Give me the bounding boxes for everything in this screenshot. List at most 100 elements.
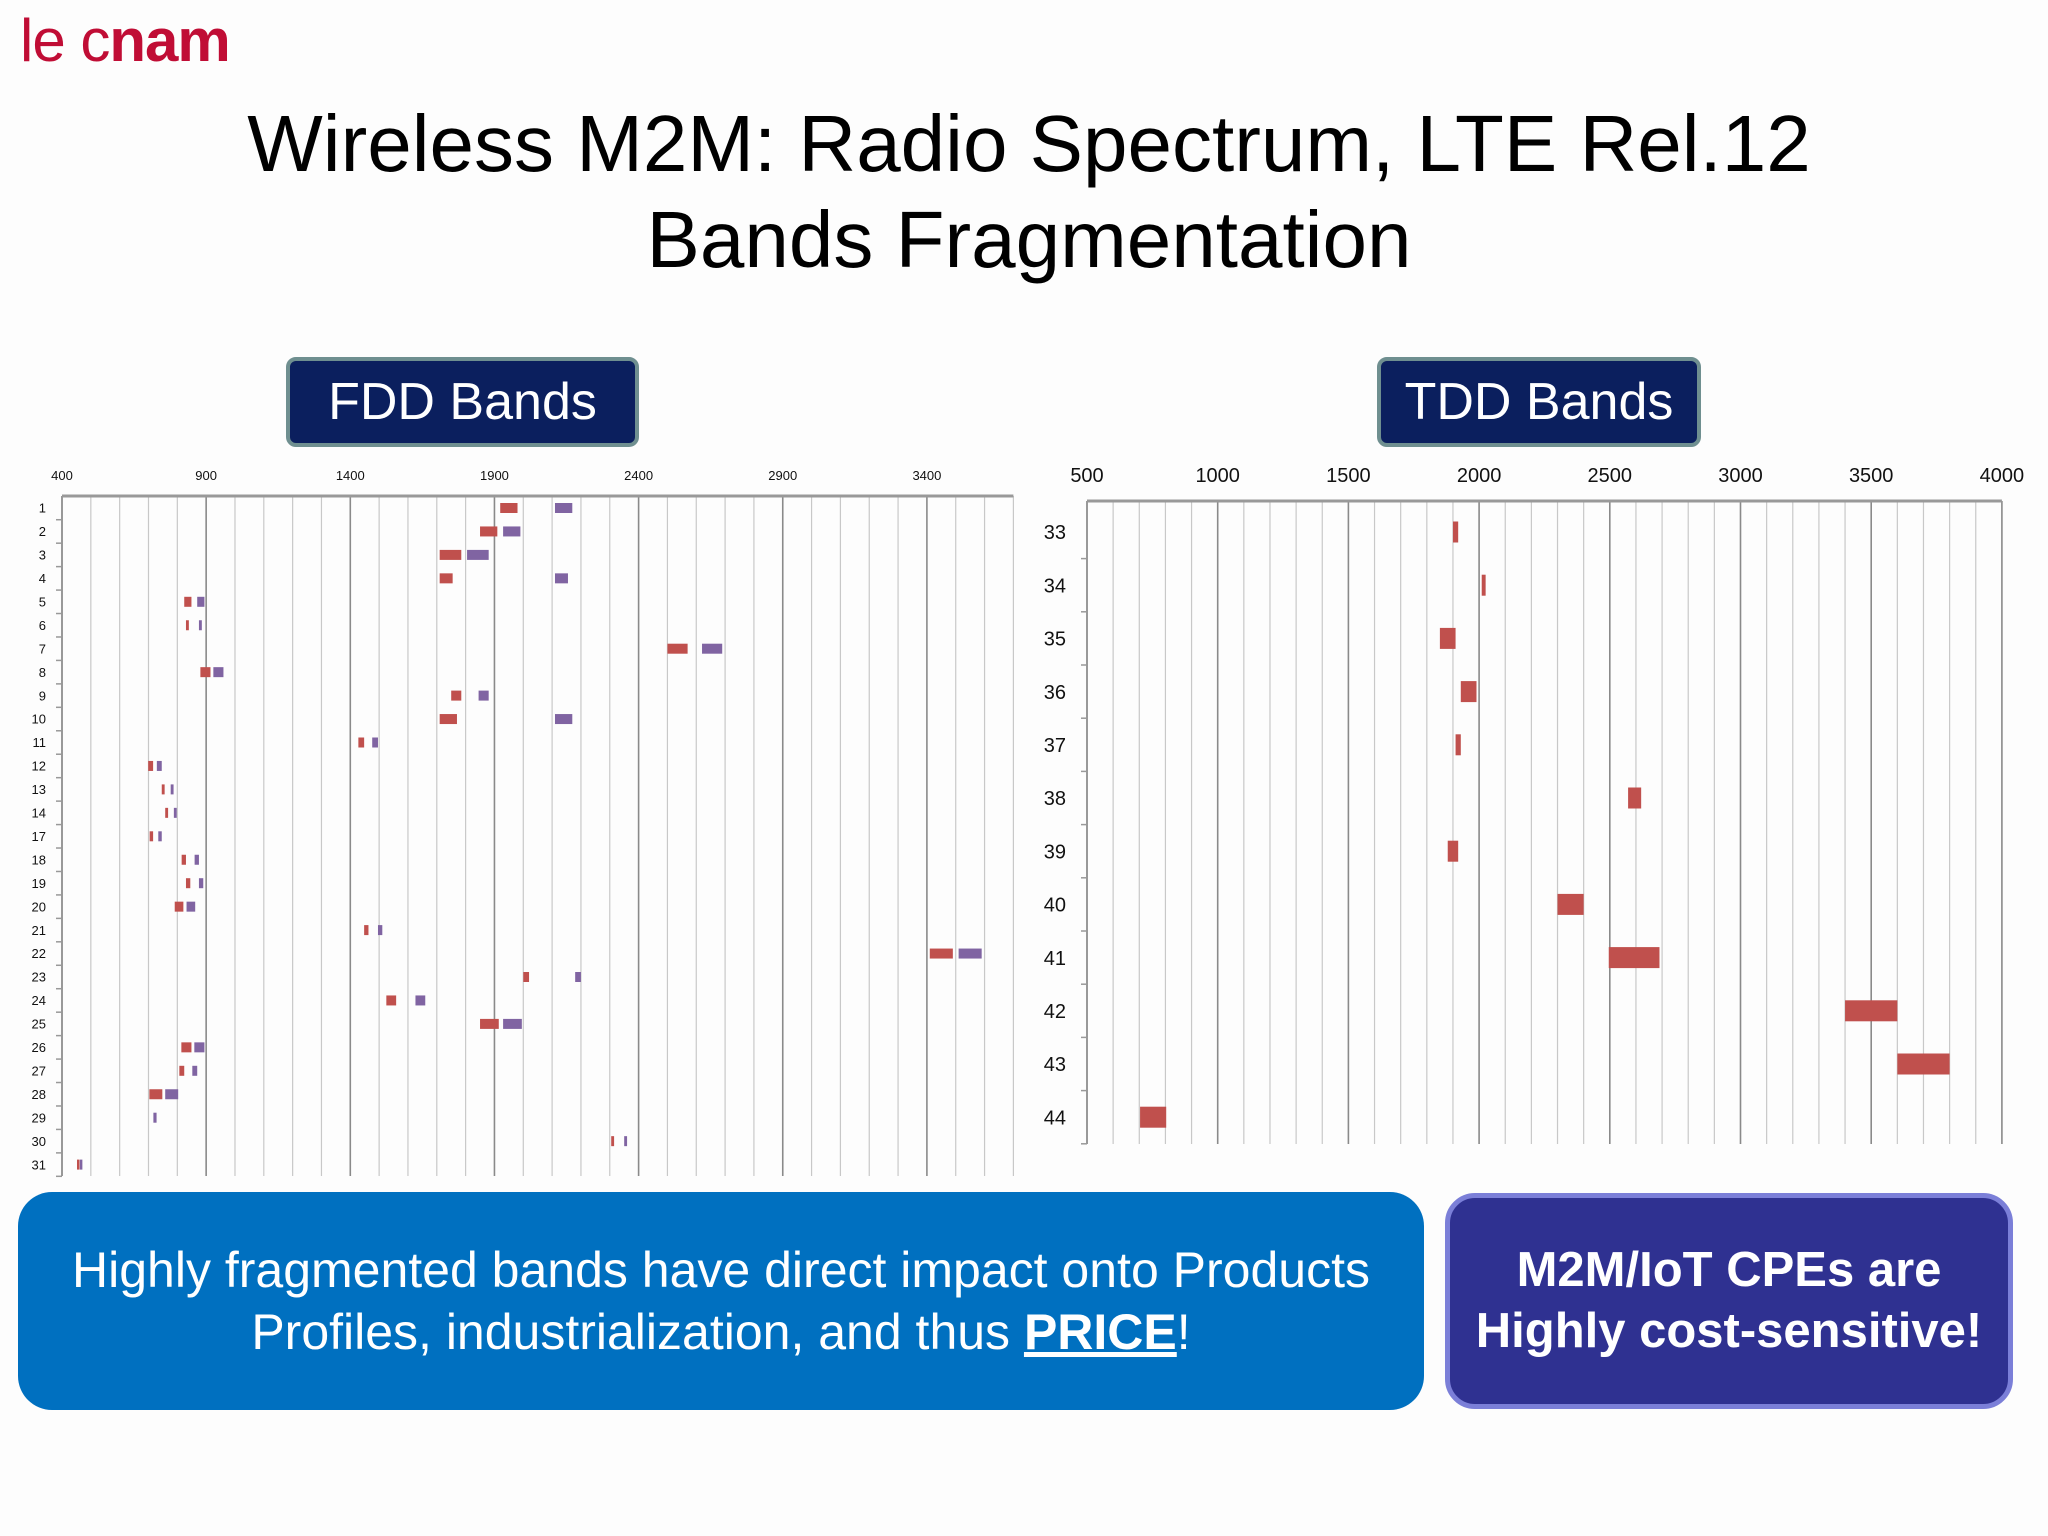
fdd-chart-band-29-downlink-bar [153,1112,157,1123]
fdd-chart-band-20-downlink-bar [186,901,196,912]
tdd-chart-tick-label: 1500 [1326,465,1371,487]
fdd-chart-tick-label: 1900 [480,468,509,483]
tdd-chart-band-37-uplink-bar [1455,734,1461,756]
fdd-chart-band-30-uplink-bar [611,1136,615,1147]
fdd-chart-band-31-uplink-bar [76,1159,80,1170]
fdd-chart-band-18-downlink-bar [194,854,199,865]
fdd-chart-band-25-downlink-bar [503,1018,522,1029]
fdd-chart-band-25-uplink-bar [480,1018,499,1029]
fdd-chart-tick-label: 2900 [768,468,797,483]
fdd-chart-band-label: 11 [33,735,47,750]
fdd-chart-band-8-downlink-bar [213,667,224,678]
fdd-chart-band-11-downlink-bar [372,737,378,748]
fdd-chart-band-5-downlink-bar [197,596,205,607]
tdd-chart-band-41-uplink-bar [1608,947,1660,969]
fdd-chart-band-22-downlink-bar [958,948,982,959]
fdd-chart-band-label: 13 [32,782,46,797]
title-line-2: Bands Fragmentation [646,195,1412,284]
fdd-chart-band-label: 31 [32,1157,46,1172]
tdd-chart-band-label: 35 [1044,629,1066,651]
fdd-chart-band-6-uplink-bar [185,620,189,631]
band-charts: 400 900 1400 1900 2400 2900 340012345678910111… [32,465,2024,1178]
tdd-chart-tick-label: 3500 [1849,465,1894,487]
fdd-chart-band-label: 25 [32,1017,46,1032]
fdd-chart-tick-label: 3400 [912,468,941,483]
fdd-chart-band-10-downlink-bar [554,714,573,725]
tdd-chart-band-label: 41 [1044,948,1066,970]
fdd-chart-band-label: 17 [32,829,46,844]
fdd-chart-band-19-uplink-bar [185,878,191,889]
fdd-chart-tick-label: 400 [51,468,73,483]
fdd-chart-band-31-downlink-bar [79,1159,83,1170]
tdd-chart-band-label: 43 [1044,1054,1066,1076]
fdd-chart-tick-label: 900 [195,468,217,483]
fdd-chart-band-label: 27 [32,1063,46,1078]
callout-line-1: Highly fragmented bands have direct impa… [72,1242,1370,1298]
fdd-chart-band-9-downlink-bar [478,690,489,701]
fdd-chart-band-22-uplink-bar [929,948,953,959]
fdd-chart-tick-label: 1400 [336,468,365,483]
title-line-1: Wireless M2M: Radio Spectrum, LTE Rel.12 [247,99,1811,188]
fdd-chart-band-4-downlink-bar [554,573,568,584]
fdd-chart-band-label: 28 [32,1087,46,1102]
fdd-chart-band-13-downlink-bar [170,784,174,795]
fdd-chart-band-4-uplink-bar [439,573,453,584]
fdd-chart-band-label: 3 [39,548,46,563]
fdd-chart-band-label: 10 [32,712,46,727]
fdd-chart-band-label: 8 [39,665,46,680]
fdd-chart-band-9-uplink-bar [451,690,462,701]
fdd-chart-band-27-uplink-bar [179,1065,185,1076]
fdd-chart-band-19-downlink-bar [198,878,204,889]
fdd-chart-band-23-downlink-bar [575,972,581,982]
fdd-chart-band-20-uplink-bar [174,901,184,912]
tdd-chart-tick-label: 1000 [1195,465,1240,487]
tdd-chart-band-label: 34 [1044,575,1066,597]
tdd-chart-band-34-uplink-bar [1481,574,1486,596]
fdd-chart-tick-label: 2400 [624,468,653,483]
fdd-chart-band-label: 20 [32,899,46,914]
tdd-chart-band-label: 37 [1044,735,1066,757]
fdd-chart-band-label: 7 [39,641,46,656]
tdd-chart-band-42-uplink-bar [1845,1000,1898,1022]
fdd-chart-band-18-uplink-bar [181,854,186,865]
fdd-chart-band-24-downlink-bar [415,995,426,1006]
tdd-chart-band-label: 36 [1044,682,1066,704]
fdd-chart-band-26-uplink-bar [181,1042,192,1053]
fdd-chart-band-14-downlink-bar [173,807,177,818]
fdd-chart-band-label: 29 [32,1110,46,1125]
tdd-chart-band-40-uplink-bar [1557,893,1584,915]
fdd-chart-band-12-downlink-bar [156,760,162,771]
fdd-chart-band-label: 1 [39,501,46,516]
fdd-chart-band-3-uplink-bar [439,549,462,560]
fdd-chart-band-label: 23 [32,970,46,985]
fdd-chart-band-label: 9 [39,688,46,703]
fdd-chart-band-1-uplink-bar [500,503,518,513]
tdd-chart-band-label: 40 [1044,895,1066,917]
tdd-chart-tick-label: 2000 [1457,465,1502,487]
fdd-chart-band-label: 6 [39,618,46,633]
fdd-chart-band-label: 4 [39,571,46,586]
tdd-chart-band-label: 33 [1044,522,1066,544]
fdd-chart-band-21-downlink-bar [377,925,383,936]
fdd-chart-band-1-downlink-bar [554,503,573,513]
tdd-chart-band-38-uplink-bar [1628,787,1642,809]
tdd-chart-band-label: 44 [1044,1107,1066,1129]
fdd-chart-band-label: 24 [32,993,46,1008]
fdd-chart-band-label: 19 [32,876,46,891]
tdd-chart-band-39-uplink-bar [1447,840,1459,862]
tdd-chart-band-33-uplink-bar [1452,521,1459,543]
fdd-bands-label: FDD Bands [286,357,639,447]
logo-text-light: le c [20,7,110,74]
tdd-bands-label: TDD Bands [1377,357,1701,447]
tdd-chart-band-label: 39 [1044,841,1066,863]
fdd-chart-band-label: 14 [32,806,46,821]
fdd-chart-band-12-uplink-bar [148,760,154,771]
fdd-chart-band-3-downlink-bar [467,549,489,560]
fdd-chart-band-14-uplink-bar [165,807,169,818]
fdd-chart-band-label: 22 [32,946,46,961]
fdd-chart-band-label: 5 [39,594,46,609]
fdd-chart-band-17-downlink-bar [158,831,162,842]
fdd-chart-band-17-uplink-bar [149,831,154,842]
fdd-chart-band-6-downlink-bar [198,620,202,631]
callout-price-emphasis: PRICE [1023,1304,1177,1360]
